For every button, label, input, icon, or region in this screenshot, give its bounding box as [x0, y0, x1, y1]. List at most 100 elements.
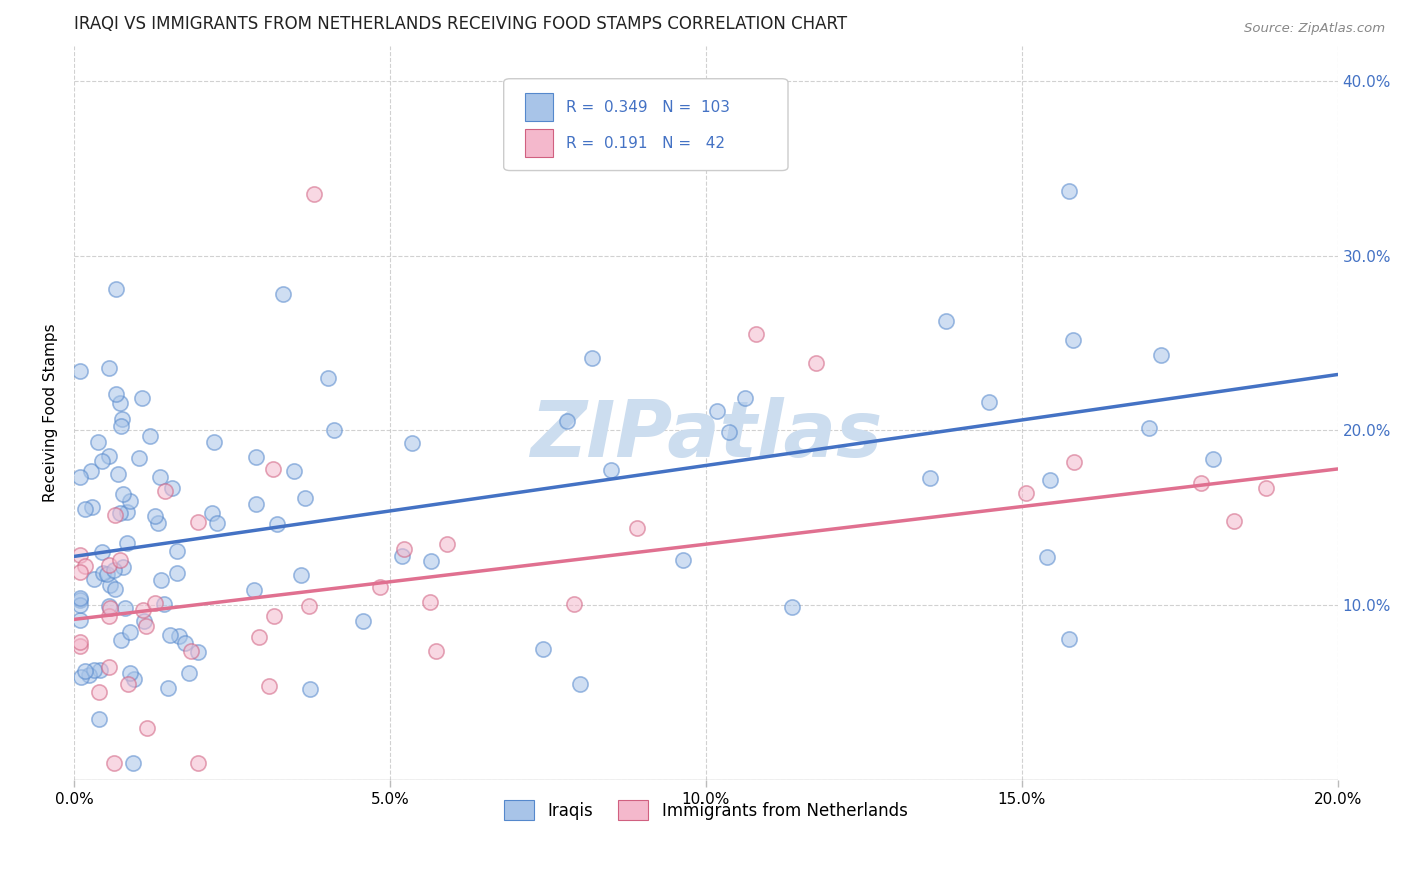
- Point: [110, 632, 132, 647]
- Point: [143, 509, 166, 524]
- Point: [935, 314, 957, 328]
- Point: [186, 645, 208, 659]
- Point: [108, 506, 131, 520]
- Point: [100, 578, 122, 592]
- Point: [562, 597, 585, 611]
- Point: [121, 756, 143, 770]
- Point: [555, 413, 578, 427]
- Point: [111, 412, 134, 426]
- Point: [425, 643, 447, 657]
- Point: [419, 595, 441, 609]
- Point: [1062, 333, 1084, 347]
- Text: Source: ZipAtlas.com: Source: ZipAtlas.com: [1244, 22, 1385, 36]
- Point: [626, 521, 648, 535]
- Point: [401, 436, 423, 450]
- Point: [91, 566, 114, 580]
- Point: [69, 364, 91, 378]
- Point: [117, 676, 139, 690]
- Point: [242, 582, 264, 597]
- Point: [1015, 486, 1038, 500]
- Point: [73, 664, 96, 678]
- Point: [82, 500, 104, 515]
- Point: [69, 549, 91, 563]
- Point: [139, 429, 162, 443]
- Point: [87, 434, 110, 449]
- Point: [166, 566, 188, 580]
- Point: [294, 491, 316, 506]
- Point: [111, 487, 134, 501]
- Y-axis label: Receiving Food Stamps: Receiving Food Stamps: [44, 324, 58, 502]
- Point: [581, 351, 603, 365]
- Text: ZIPatlas: ZIPatlas: [530, 397, 882, 473]
- Point: [1189, 475, 1212, 490]
- Point: [419, 554, 441, 568]
- Point: [77, 668, 100, 682]
- Point: [977, 395, 1000, 409]
- Point: [806, 356, 828, 370]
- Point: [257, 679, 280, 693]
- Point: [150, 573, 173, 587]
- Text: R =  0.349   N =  103: R = 0.349 N = 103: [565, 100, 730, 115]
- Point: [599, 462, 621, 476]
- Point: [153, 597, 176, 611]
- Point: [531, 642, 554, 657]
- Point: [120, 625, 142, 640]
- Point: [1057, 184, 1080, 198]
- Point: [91, 454, 114, 468]
- Point: [149, 470, 172, 484]
- Point: [180, 644, 202, 658]
- Point: [177, 666, 200, 681]
- Point: [98, 449, 121, 463]
- Point: [169, 629, 191, 643]
- Point: [247, 630, 270, 644]
- Point: [155, 484, 177, 499]
- Point: [1039, 473, 1062, 487]
- Point: [114, 601, 136, 615]
- Point: [89, 663, 111, 677]
- Point: [110, 418, 132, 433]
- Point: [160, 481, 183, 495]
- Point: [290, 567, 312, 582]
- Point: [104, 508, 127, 522]
- Point: [201, 507, 224, 521]
- Point: [120, 665, 142, 680]
- Point: [108, 553, 131, 567]
- Point: [83, 572, 105, 586]
- Point: [115, 536, 138, 550]
- Point: [70, 670, 93, 684]
- FancyBboxPatch shape: [503, 78, 787, 170]
- Point: [298, 681, 321, 696]
- Point: [187, 756, 209, 770]
- Point: [83, 663, 105, 677]
- Point: [98, 660, 121, 674]
- Point: [69, 469, 91, 483]
- Point: [1057, 632, 1080, 646]
- Point: [97, 360, 120, 375]
- Point: [436, 537, 458, 551]
- Point: [263, 609, 285, 624]
- Point: [98, 599, 121, 613]
- Point: [205, 516, 228, 530]
- Point: [316, 371, 339, 385]
- Point: [322, 423, 344, 437]
- Point: [745, 327, 768, 342]
- Point: [1254, 481, 1277, 495]
- Point: [128, 451, 150, 466]
- Point: [202, 435, 225, 450]
- Point: [1223, 514, 1246, 528]
- Point: [672, 553, 695, 567]
- FancyBboxPatch shape: [526, 94, 553, 121]
- Point: [98, 558, 121, 572]
- Point: [780, 600, 803, 615]
- Point: [87, 712, 110, 726]
- Point: [120, 494, 142, 508]
- Point: [266, 516, 288, 531]
- Point: [69, 640, 91, 654]
- Point: [69, 613, 91, 627]
- Point: [245, 497, 267, 511]
- Point: [1149, 348, 1171, 362]
- Point: [682, 135, 704, 149]
- Point: [108, 395, 131, 409]
- FancyBboxPatch shape: [526, 129, 553, 157]
- Point: [262, 462, 284, 476]
